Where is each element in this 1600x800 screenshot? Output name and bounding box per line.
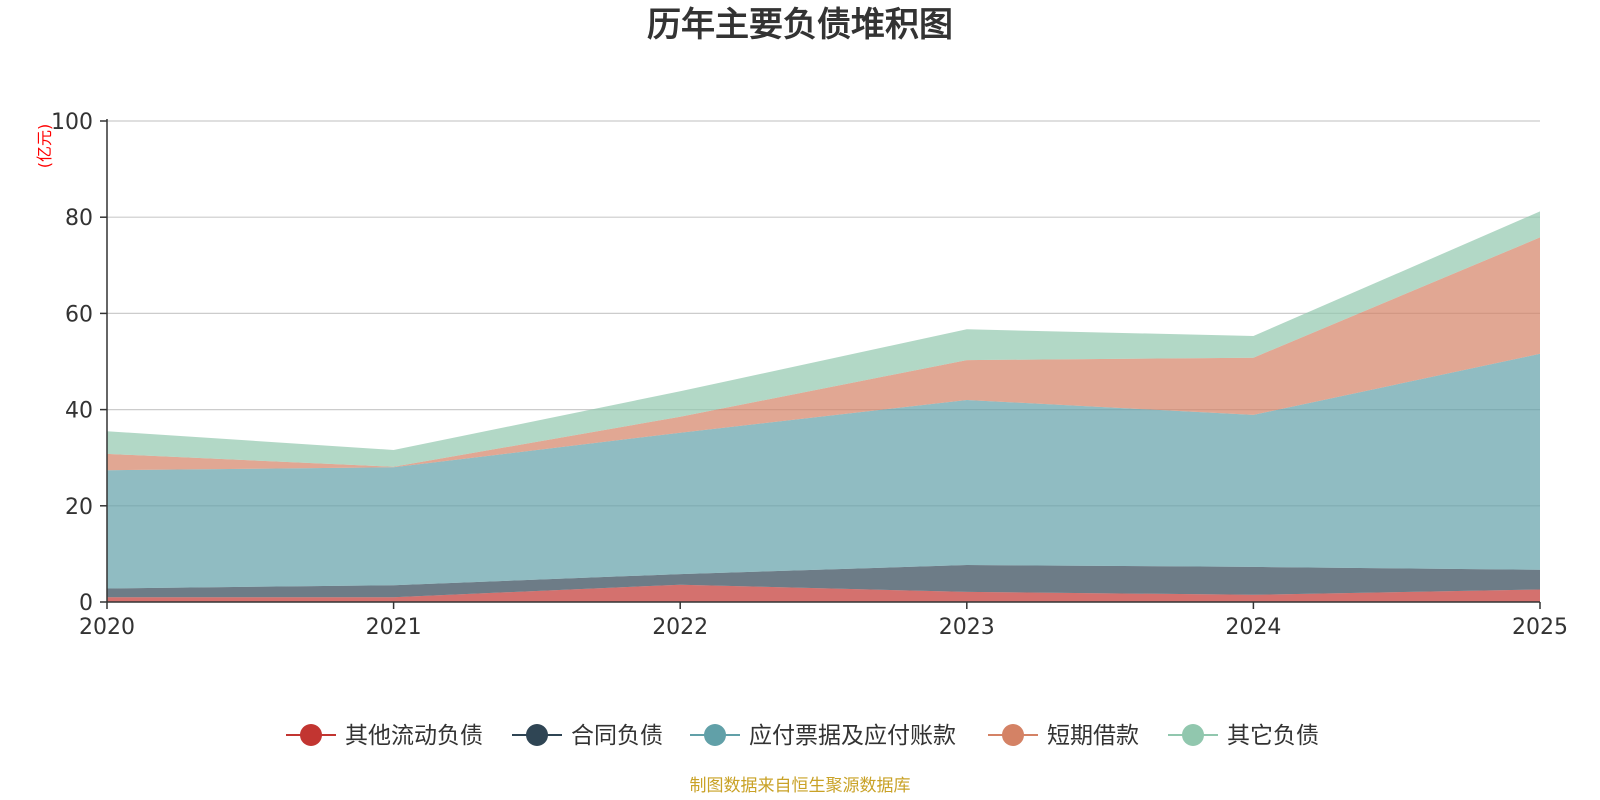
legend-item-1[interactable]: 其他流动负债 — [286, 723, 483, 749]
area-series-2 — [107, 565, 1540, 598]
y-tick-label: 20 — [65, 495, 93, 520]
y-tick-label: 100 — [51, 110, 93, 135]
area-series-1 — [107, 584, 1540, 602]
x-axis-ticks: 2020 2021 2022 2023 2024 2025 — [79, 602, 1568, 640]
area-series — [107, 211, 1540, 602]
legend-circle-icon — [1182, 724, 1204, 746]
y-tick-label: 40 — [65, 399, 93, 424]
legend-label: 应付票据及应付账款 — [749, 723, 956, 749]
legend-circle-icon — [704, 724, 726, 746]
y-tick-label: 80 — [65, 206, 93, 231]
x-tick-label: 2022 — [652, 615, 708, 640]
y-tick-label: 60 — [65, 302, 93, 327]
legend-circle-icon — [1002, 724, 1024, 746]
x-tick-label: 2025 — [1512, 615, 1568, 640]
y-axis-ticks: 0 20 40 60 80 100 — [51, 110, 107, 616]
legend-item-5[interactable]: 其它负债 — [1168, 723, 1319, 749]
legend-label: 短期借款 — [1047, 723, 1139, 749]
area-series-3 — [107, 353, 1540, 589]
y-tick-label: 0 — [79, 591, 93, 616]
legend-circle-icon — [526, 724, 548, 746]
y-axis-unit: (亿元) — [35, 124, 54, 169]
legend-label: 其它负债 — [1227, 723, 1319, 749]
x-tick-label: 2020 — [79, 615, 135, 640]
data-source-note: 制图数据来自恒生聚源数据库 — [690, 776, 911, 796]
area-series-5 — [107, 211, 1540, 467]
legend-item-2[interactable]: 合同负债 — [512, 723, 663, 749]
legend-item-3[interactable]: 应付票据及应付账款 — [690, 723, 956, 749]
legend-label: 其他流动负债 — [345, 723, 483, 749]
x-tick-label: 2024 — [1225, 615, 1281, 640]
chart-title: 历年主要负债堆积图 — [647, 5, 953, 45]
legend-item-4[interactable]: 短期借款 — [988, 723, 1139, 749]
legend[interactable]: 其他流动负债 合同负债 应付票据及应付账款 短期借款 其它负债 — [286, 723, 1319, 749]
axes — [106, 119, 1540, 603]
legend-circle-icon — [300, 724, 322, 746]
x-tick-label: 2021 — [366, 615, 422, 640]
legend-label: 合同负债 — [571, 723, 663, 749]
x-tick-label: 2023 — [939, 615, 995, 640]
